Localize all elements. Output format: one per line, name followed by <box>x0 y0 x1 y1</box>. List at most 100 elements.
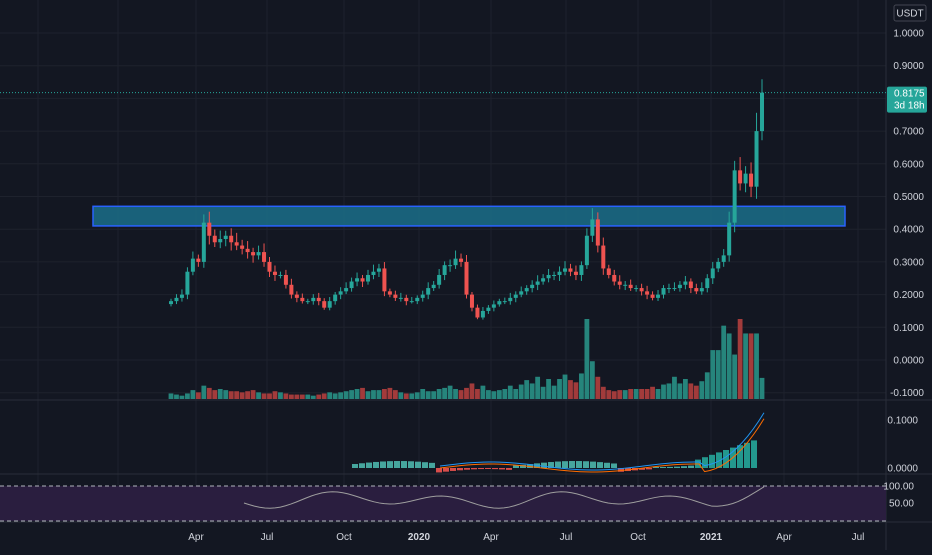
rsi-axis-tick: 50.00 <box>889 499 914 510</box>
volume-bar <box>726 333 732 399</box>
candle-body <box>272 271 277 275</box>
volume-bar <box>595 376 601 399</box>
price-axis-tick: 0.4000 <box>893 225 924 236</box>
macd-histogram-bar <box>401 461 407 468</box>
candle-body <box>716 261 721 269</box>
currency-label: USDT <box>896 9 923 20</box>
candle-body <box>519 291 524 295</box>
volume-bar <box>327 392 333 399</box>
volume-bar <box>310 395 316 399</box>
candle-body <box>376 268 381 272</box>
price-axis-tick: 0.1000 <box>893 323 924 334</box>
macd-histogram-bar <box>737 445 743 468</box>
candle-body <box>590 219 595 236</box>
volume-bar <box>447 385 453 399</box>
candle-body <box>475 307 480 318</box>
volume-bar <box>316 394 322 399</box>
price-axis-tick: 0.3000 <box>893 257 924 268</box>
candle-body <box>185 271 190 295</box>
candle-body <box>174 297 179 302</box>
macd-histogram-bar <box>464 468 470 470</box>
volume-bar <box>267 393 272 399</box>
price-tag-value: 0.8175 <box>894 89 925 100</box>
macd-histogram-bar <box>583 461 589 468</box>
candle-body <box>245 248 250 253</box>
candle-body <box>338 291 343 295</box>
candle-body <box>366 274 370 282</box>
resistance-zone-rect <box>92 205 846 227</box>
volume-bar <box>633 389 639 399</box>
price-tag-countdown: 3d 18h <box>894 101 925 112</box>
candle-body <box>404 297 409 302</box>
macd-histogram-bar <box>520 464 526 468</box>
candle-body <box>595 219 600 246</box>
volume-bar <box>409 393 415 399</box>
candle-body <box>666 288 671 290</box>
time-axis-tick: Jul <box>261 532 274 543</box>
macd-histogram-bar <box>604 462 610 468</box>
volume-bar <box>535 376 541 399</box>
volume-bar <box>332 393 338 399</box>
macd-histogram-bar <box>611 463 617 468</box>
candle-body <box>207 222 212 236</box>
volume-bar <box>464 387 469 399</box>
volume-bar <box>283 393 289 399</box>
candle-body <box>360 278 365 282</box>
candle-body <box>278 274 283 276</box>
candle-body <box>563 268 567 272</box>
volume-bar <box>584 319 590 399</box>
candle-body <box>333 294 338 302</box>
macd-signal-line <box>439 418 765 473</box>
macd-histogram-bar <box>457 468 463 471</box>
volume-bar <box>748 333 754 399</box>
volume-bar <box>661 384 666 399</box>
candle-body <box>546 274 551 279</box>
macd-histogram-bar <box>723 450 729 468</box>
candle-body <box>398 297 403 299</box>
macd-histogram-bar <box>380 461 386 468</box>
macd-histogram-bar <box>492 468 498 470</box>
candle-body <box>535 281 540 285</box>
volume-bar <box>371 390 376 399</box>
volume-bar <box>650 386 655 399</box>
candle-body <box>623 284 628 286</box>
macd-histogram-bar <box>688 465 694 468</box>
candle-body <box>508 297 513 302</box>
candle-body <box>497 301 502 305</box>
macd-histogram-bar <box>751 440 757 468</box>
candle-body <box>694 288 699 292</box>
volume-bar <box>354 389 360 399</box>
macd-histogram-bar <box>387 461 393 468</box>
macd-histogram-bar <box>436 468 442 473</box>
macd-histogram-bar <box>667 466 673 468</box>
macd-histogram-bar <box>716 452 722 468</box>
candle-body <box>201 222 206 262</box>
volume-bar <box>469 383 475 399</box>
price-axis-tick: -0.1000 <box>890 388 924 399</box>
macd-histogram-bar <box>450 468 456 471</box>
candle-body <box>409 301 414 303</box>
macd-histogram-bar <box>366 462 372 468</box>
candle-body <box>316 297 321 302</box>
candle-body <box>382 268 387 292</box>
macd-histogram-bar <box>408 461 414 468</box>
macd-histogram-bar <box>744 442 750 468</box>
macd-histogram-bar <box>562 461 568 468</box>
volume-bar <box>223 390 229 399</box>
price-axis-tick: 0.9000 <box>893 61 924 72</box>
macd-histogram-bar <box>422 462 428 468</box>
candle-body <box>617 281 622 285</box>
macd-histogram-bar <box>471 468 477 470</box>
price-tag-bg <box>887 86 927 113</box>
candle-body <box>196 258 201 262</box>
candle-body <box>601 245 606 269</box>
volume-bar <box>272 391 278 399</box>
candle-body <box>656 294 661 298</box>
volume-bar <box>693 385 699 399</box>
macd-line <box>439 412 765 471</box>
macd-histogram-bar <box>527 464 533 468</box>
volume-bar <box>606 390 612 399</box>
volume-bar <box>677 383 683 399</box>
